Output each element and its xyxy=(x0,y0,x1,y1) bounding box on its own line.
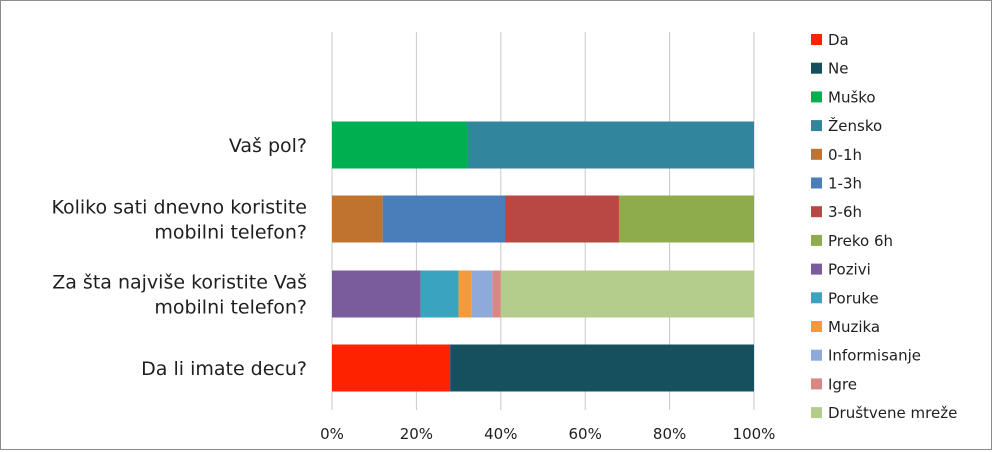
legend-item-1-3h: 1-3h xyxy=(811,175,862,193)
legend-label: Preko 6h xyxy=(828,232,893,250)
bar-segment-igre xyxy=(492,270,501,318)
bar-segment-1-3h xyxy=(382,195,506,243)
legend-label: Poruke xyxy=(828,289,879,307)
bar-segment-zensko xyxy=(467,121,754,169)
bar-segment-preko-6h xyxy=(618,195,754,243)
category-labels: Vaš pol? Koliko sati dnevno koristite mobi… xyxy=(51,135,307,380)
bar-segment-muzika xyxy=(458,270,472,318)
x-tick-label: 80% xyxy=(653,425,686,443)
bar-segment-3-6h xyxy=(505,195,619,243)
legend-label: Ne xyxy=(828,60,848,78)
legend-label: 3-6h xyxy=(828,203,862,221)
category-label: Za šta najviše koristite Vaš mobilni tele… xyxy=(52,272,307,319)
legend-item-da: Da xyxy=(811,31,849,49)
legend-label: Pozivi xyxy=(828,261,871,279)
legend-item-poruke: Poruke xyxy=(811,289,879,307)
bar-segment-informisanje xyxy=(471,270,493,318)
legend-swatch xyxy=(811,263,822,275)
legend-item-ne: Ne xyxy=(811,60,848,78)
legend-item-musko: Muško xyxy=(811,88,876,106)
legend-swatch xyxy=(811,292,822,304)
legend-item-informisanje: Informisanje xyxy=(811,347,921,365)
legend-swatch xyxy=(811,407,822,419)
legend-item-muzika: Muzika xyxy=(811,318,880,336)
legend-item-3-6h: 3-6h xyxy=(811,203,862,221)
legend-swatch xyxy=(811,321,822,332)
legend-label: Informisanje xyxy=(828,347,921,365)
bar-segment-da xyxy=(332,344,451,392)
bars xyxy=(332,121,754,392)
bar-segment-pozivi xyxy=(332,270,421,318)
legend-label: Da xyxy=(828,31,849,49)
bar-segment-ne xyxy=(450,344,754,392)
legend-swatch xyxy=(811,378,822,390)
x-tick-label: 20% xyxy=(400,425,433,443)
legend-swatch xyxy=(811,234,822,246)
x-tick-label: 40% xyxy=(484,425,517,443)
bar-segment-poruke xyxy=(420,270,459,318)
x-tick-label: 0% xyxy=(320,425,344,443)
legend-swatch xyxy=(811,206,822,218)
legend-swatch xyxy=(811,34,822,45)
legend-label: Igre xyxy=(828,375,857,393)
legend-label: Muzika xyxy=(828,318,880,336)
bar-segment-0-1h xyxy=(332,195,383,243)
legend-label: Muško xyxy=(828,88,876,106)
legend-item-0-1h: 0-1h xyxy=(811,146,862,164)
legend-swatch xyxy=(811,177,822,189)
legend-item-preko-6h: Preko 6h xyxy=(811,232,893,250)
legend-label: Žensko xyxy=(828,116,882,135)
x-tick-label: 60% xyxy=(569,425,602,443)
x-tick-label: 100% xyxy=(733,425,776,443)
legend-item-zensko: Žensko xyxy=(811,116,882,135)
legend-label: Društvene mreže xyxy=(828,404,957,422)
legend-swatch xyxy=(811,148,822,160)
legend-swatch xyxy=(811,91,822,103)
category-label: Vaš pol? xyxy=(229,135,307,157)
legend-swatch xyxy=(811,120,822,132)
legend-item-pozivi: Pozivi xyxy=(811,261,871,279)
category-label: Koliko sati dnevno koristite mobilni tele… xyxy=(51,197,307,244)
legend: Da Ne Muško Žensko 0-1h 1-3h 3-6h Preko 6h Poziv… xyxy=(811,31,957,422)
category-label: Da li imate decu? xyxy=(141,358,307,380)
legend-label: 1-3h xyxy=(828,175,862,193)
legend-item-igre: Igre xyxy=(811,375,857,393)
legend-label: 0-1h xyxy=(828,146,862,164)
legend-item-drustvene-mreze: Društvene mreže xyxy=(811,404,957,422)
legend-swatch xyxy=(811,349,822,361)
x-axis-ticks: 0% 20% 40% 60% 80% 100% xyxy=(320,425,775,443)
bar-segment-drustvene-mreze xyxy=(500,270,754,318)
legend-swatch xyxy=(811,62,822,74)
bar-segment-musko xyxy=(332,121,468,169)
